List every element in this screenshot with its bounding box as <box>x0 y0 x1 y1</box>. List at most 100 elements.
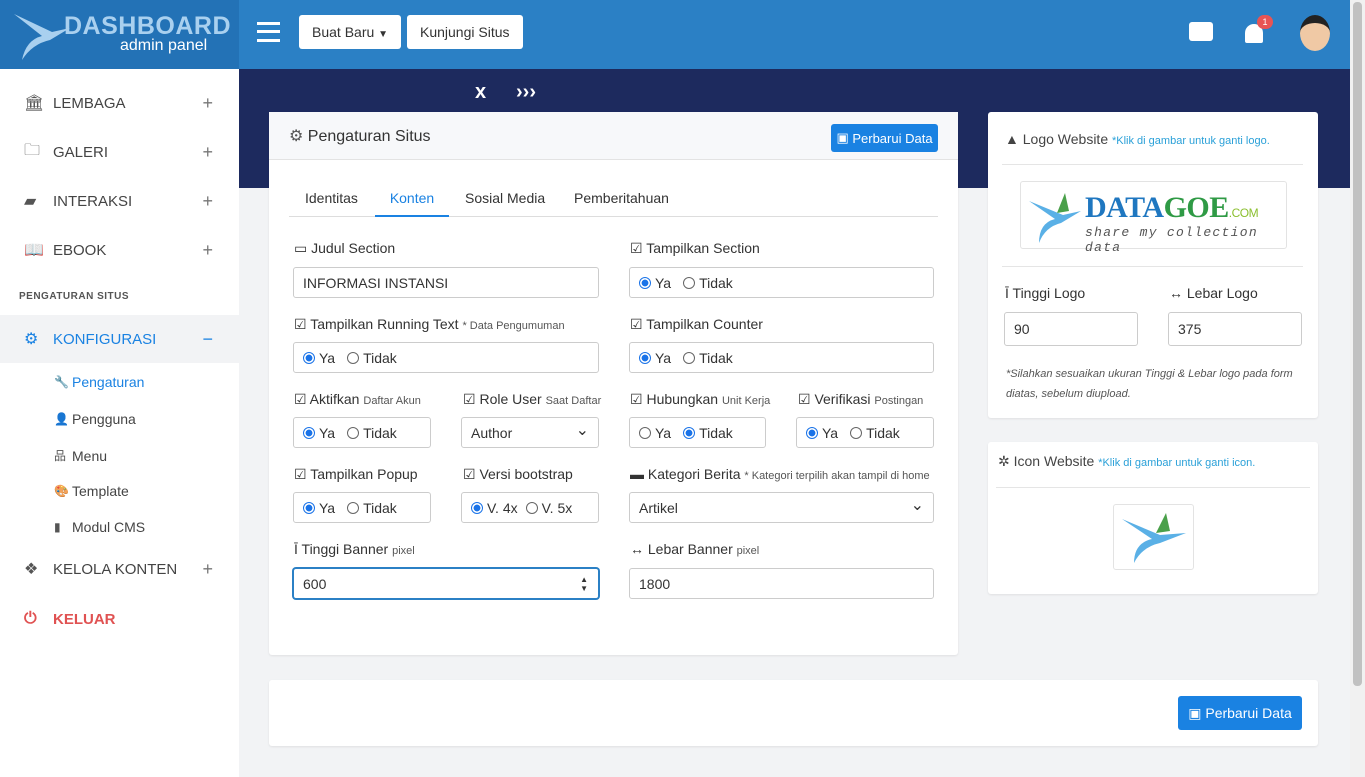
minus-icon: − <box>202 328 213 349</box>
sidebar-item-lembaga[interactable]: 🏛 LEMBAGA + <box>0 79 239 127</box>
tab-divider <box>289 216 938 217</box>
aktifkan-radio[interactable]: Ya Tidak <box>293 417 431 448</box>
running-text-radio[interactable]: Ya Tidak <box>293 342 599 373</box>
sidebar-sub-menu[interactable]: 品 Menu <box>54 447 107 464</box>
sidebar-sub-pengaturan[interactable]: 🔧 Pengaturan <box>54 374 144 390</box>
running-text-label: ☑ Tampilkan Running Text * Data Pengumum… <box>294 316 565 332</box>
tinggi-logo-input[interactable]: 90 <box>1004 312 1138 346</box>
tab-identitas[interactable]: Identitas <box>305 190 358 206</box>
logo-card-title: ▲ Logo Website *Klik di gambar untuk gan… <box>1005 131 1270 147</box>
bank-icon: 🏛 <box>24 95 45 112</box>
bell-icon[interactable] <box>1245 24 1263 43</box>
sidebar-sub-modul-cms[interactable]: ▮ Modul CMS <box>54 519 145 535</box>
bird-logo-icon <box>14 14 70 60</box>
cogs-icon: ⚙ <box>289 128 304 145</box>
lebar-banner-input[interactable]: 1800 <box>629 568 934 599</box>
radio-ya[interactable] <box>303 351 315 364</box>
book-icon: ▮ <box>54 520 61 534</box>
scrollbar-thumb[interactable] <box>1353 2 1362 686</box>
judul-section-input[interactable]: INFORMASI INSTANSI <box>293 267 599 298</box>
logout-link[interactable]: ⏻ KELUAR <box>0 595 239 643</box>
sidebar-sub-label: Menu <box>72 447 108 464</box>
tab-sosial-media[interactable]: Sosial Media <box>465 190 546 206</box>
visit-site-button[interactable]: Kunjungi Situs <box>407 15 523 49</box>
radio-v4[interactable] <box>471 501 483 514</box>
radio-tidak[interactable] <box>347 501 360 514</box>
scrollbar[interactable] <box>1350 0 1365 777</box>
update-data-button[interactable]: ▣ Perbarui Data <box>831 124 938 152</box>
card-title: ⚙ Pengaturan Situs <box>289 126 431 146</box>
sidebar-sub-template[interactable]: 🎨 Template <box>54 483 129 499</box>
plus-icon: + <box>202 141 213 162</box>
sidebar-section-heading: PENGATURAN SITUS <box>19 291 130 302</box>
site-icon-image[interactable] <box>1113 504 1194 570</box>
book-icon: 📖 <box>24 242 44 259</box>
bird-logo-icon <box>1029 193 1081 243</box>
menu-toggle-icon[interactable] <box>257 22 280 42</box>
spinner-icon[interactable]: ▲ ▼ <box>580 575 588 593</box>
radio-tidak[interactable] <box>347 426 360 439</box>
tab-pemberitahuan[interactable]: Pemberitahuan <box>574 190 669 206</box>
logo-note: *Silahkan sesuaikan ukuran Tinggi & Leba… <box>1006 368 1293 400</box>
bootstrap-radio[interactable]: V. 4x V. 5x <box>461 492 599 523</box>
counter-radio[interactable]: Ya Tidak <box>629 342 934 373</box>
footer-update-button[interactable]: ▣ Perbarui Data <box>1178 696 1302 730</box>
wrench-icon: 🔧 <box>54 375 69 389</box>
radio-tidak[interactable] <box>347 351 360 364</box>
sidebar-sub-pengguna[interactable]: 👤 Pengguna <box>54 411 136 427</box>
verifikasi-label: ☑ Verifikasi Postingan <box>798 391 924 407</box>
logo-image[interactable]: DATAGOE.COM share my collection data <box>1020 181 1287 255</box>
sidebar-item-galeri[interactable]: 🗀 GALERI + <box>0 128 239 176</box>
radio-ya[interactable] <box>639 351 651 364</box>
sidebar-item-konfigurasi[interactable]: ⚙ KONFIGURASI − <box>0 315 239 363</box>
tampil-section-radio[interactable]: Ya Tidak <box>629 267 934 298</box>
tinggi-banner-input[interactable]: 600 ▲ ▼ <box>293 568 599 599</box>
hubungkan-radio[interactable]: Ya Tidak <box>629 417 766 448</box>
radio-ya[interactable] <box>303 501 315 514</box>
radio-ya[interactable] <box>639 276 651 289</box>
radio-tidak[interactable] <box>850 426 863 439</box>
popup-radio[interactable]: Ya Tidak <box>293 492 431 523</box>
messages-icon[interactable] <box>1189 22 1213 41</box>
x-decoration-icon: x <box>475 81 487 103</box>
role-user-select[interactable]: Author <box>461 417 599 448</box>
verifikasi-radio[interactable]: Ya Tidak <box>796 417 934 448</box>
radio-ya[interactable] <box>303 426 315 439</box>
brand-subtitle: admin panel <box>120 37 208 54</box>
lebar-logo-input[interactable]: 375 <box>1168 312 1302 346</box>
settings-card: ⚙ Pengaturan Situs ▣ Perbarui Data <box>269 112 958 655</box>
radio-tidak[interactable] <box>683 426 696 439</box>
icon-card-title: ✲ Icon Website *Klik di gambar untuk gan… <box>998 453 1256 469</box>
radio-tidak[interactable] <box>683 351 696 364</box>
comments-icon: ▰ <box>24 193 37 210</box>
tampil-section-label: ☑ Tampilkan Section <box>630 240 760 256</box>
kategori-select[interactable]: Artikel <box>629 492 934 523</box>
hubungkan-label: ☑ Hubungkan Unit Kerja <box>630 391 771 407</box>
sidebar-item-interaksi[interactable]: ▰ INTERAKSI + <box>0 177 239 225</box>
radio-tidak[interactable] <box>683 276 696 289</box>
folder-icon: 🗀 <box>24 141 41 159</box>
sidebar-item-kelola-konten[interactable]: ❖ KELOLA KONTEN + <box>0 545 239 593</box>
logout-label: KELUAR <box>53 610 116 628</box>
sitemap-icon: 品 <box>54 449 67 463</box>
radio-v5[interactable] <box>525 501 538 514</box>
sidebar-item-ebook[interactable]: 📖 EBOOK + <box>0 226 239 274</box>
radio-ya[interactable] <box>806 426 818 439</box>
save-icon: ▣ <box>1188 704 1206 721</box>
brand-logo[interactable]: DASHBOARD admin panel <box>0 0 239 69</box>
popup-label: ☑ Tampilkan Popup <box>294 466 418 482</box>
icon-card: ✲ Icon Website *Klik di gambar untuk gan… <box>988 442 1318 594</box>
create-new-label: Buat Baru <box>312 24 375 40</box>
radio-ya[interactable] <box>639 426 651 439</box>
sidebar: 🏛 LEMBAGA + 🗀 GALERI + ▰ INTERAKSI + 📖 EBOOK + P… <box>0 69 239 777</box>
tab-konten[interactable]: Konten <box>375 190 449 217</box>
power-icon: ⏻ <box>24 610 37 627</box>
plus-icon: + <box>202 558 213 579</box>
avatar[interactable] <box>1300 15 1330 51</box>
sidebar-item-label: KONFIGURASI <box>53 330 157 348</box>
sidebar-sub-label: Template <box>72 483 129 499</box>
bird-logo-icon <box>1122 513 1186 563</box>
sidebar-item-label: EBOOK <box>53 241 107 259</box>
palette-icon: 🎨 <box>54 484 69 498</box>
create-new-dropdown[interactable]: Buat Baru ▼ <box>299 15 402 49</box>
